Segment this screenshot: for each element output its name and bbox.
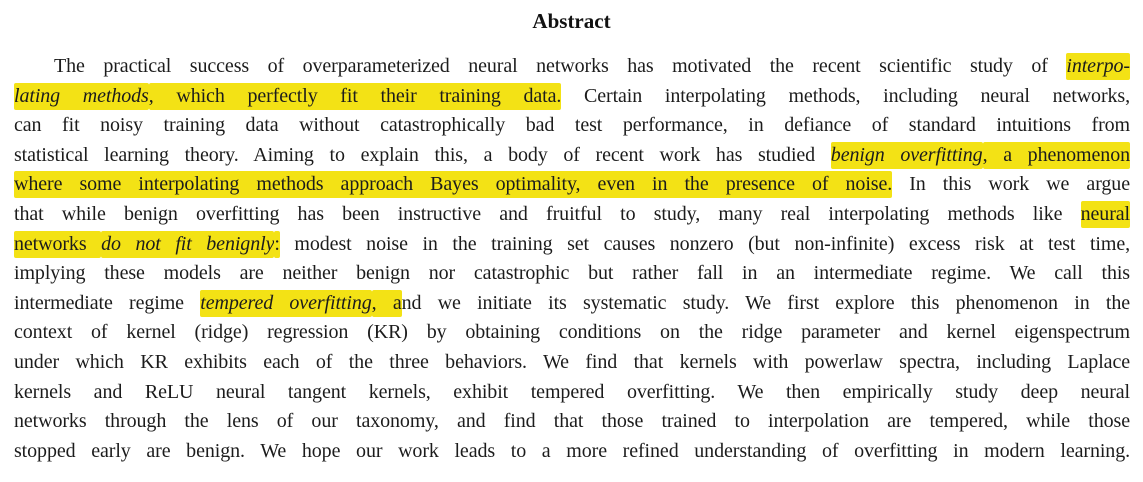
- text-segment: In this work we argue: [892, 173, 1130, 196]
- text-segment: stopped early are benign. We hope our wo…: [14, 439, 1130, 462]
- abstract-line: under which KR exhibits each of the thre…: [14, 348, 1130, 378]
- text-segment: The practical success of overparameteriz…: [54, 55, 1067, 77]
- abstract-line: lating methods, which perfectly fit thei…: [14, 82, 1130, 112]
- abstract-line: can fit noisy training data without cata…: [14, 111, 1130, 141]
- highlighted-text: , a: [371, 289, 402, 317]
- text-segment: networks through the lens of our taxonom…: [14, 410, 1130, 433]
- highlighted-text: interpo-: [1066, 53, 1130, 80]
- highlighted-text: lating methods: [14, 82, 149, 110]
- text-segment: statistical learning theory. Aiming to e…: [14, 143, 831, 166]
- abstract-paragraph: The practical success of overparameteriz…: [0, 52, 1143, 466]
- text-segment: modest noise in the training set causes …: [279, 232, 1131, 255]
- text-segment: implying these models are neither benign…: [14, 262, 1130, 285]
- highlighted-text: do not fit benignly: [101, 230, 274, 258]
- text-segment: Certain interpolating methods, including…: [561, 84, 1130, 107]
- abstract-line: networks through the lens of our taxonom…: [14, 407, 1130, 437]
- abstract-line: intermediate regime tempered overfitting…: [14, 289, 1130, 319]
- text-segment: nd we initiate its systematic study. We …: [401, 291, 1131, 314]
- abstract-line: that while benign overfitting has been i…: [14, 200, 1130, 230]
- text-segment: that while benign overfitting has been i…: [14, 202, 1081, 225]
- abstract-line: stopped early are benign. We hope our wo…: [14, 437, 1130, 467]
- text-segment: kernels and ReLU neural tangent kernels,…: [14, 380, 1130, 403]
- abstract-line: kernels and ReLU neural tangent kernels,…: [14, 378, 1130, 408]
- abstract-line: implying these models are neither benign…: [14, 259, 1130, 289]
- text-segment: context of kernel (ridge) regression (KR…: [14, 321, 1130, 344]
- abstract-line: context of kernel (ridge) regression (KR…: [14, 318, 1130, 348]
- highlighted-text: networks: [14, 230, 102, 258]
- text-segment: intermediate regime: [14, 291, 201, 314]
- highlighted-text: , which perfectly fit their training dat…: [148, 82, 561, 110]
- highlighted-text: benign overfitting: [830, 141, 983, 169]
- highlighted-text: neural: [1080, 200, 1130, 228]
- highlighted-text: :: [274, 230, 280, 258]
- abstract-line: statistical learning theory. Aiming to e…: [14, 141, 1130, 171]
- abstract-line: The practical success of overparameteriz…: [14, 52, 1130, 82]
- abstract-line: networks do not fit benignly: modest noi…: [14, 230, 1130, 260]
- abstract-line: where some interpolating methods approac…: [14, 170, 1130, 200]
- highlighted-text: where some interpolating methods approac…: [14, 171, 892, 199]
- abstract-heading: Abstract: [532, 9, 611, 33]
- highlighted-text: tempered overfitting: [200, 289, 372, 317]
- text-segment: can fit noisy training data without cata…: [14, 114, 1130, 137]
- highlighted-text: , a phenomenon: [982, 141, 1130, 169]
- text-segment: under which KR exhibits each of the thre…: [14, 350, 1130, 373]
